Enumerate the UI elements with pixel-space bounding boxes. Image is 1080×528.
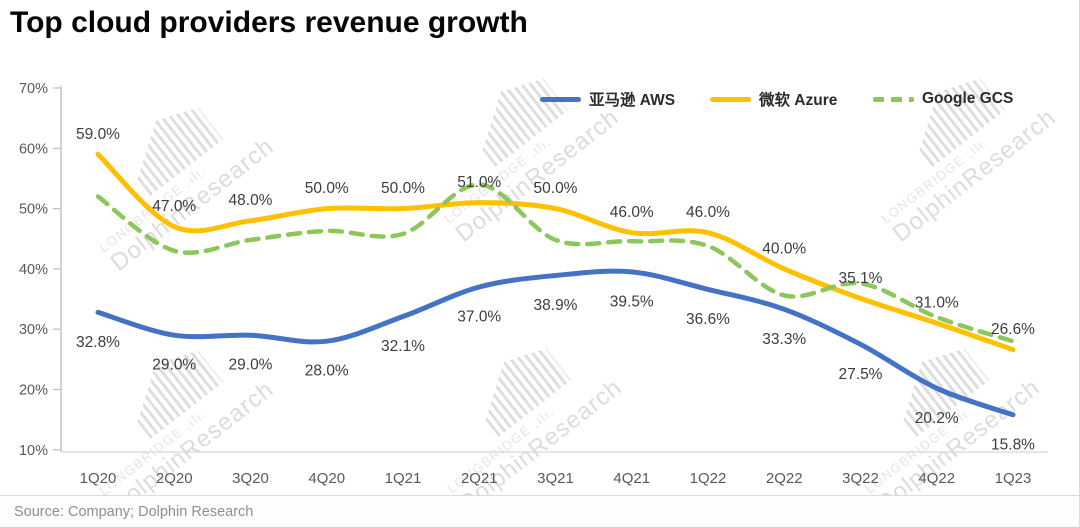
data-label-azure: 35.1%	[839, 270, 883, 287]
y-tick-label: 20%	[19, 382, 48, 398]
legend-label-azure: 微软 Azure	[759, 92, 838, 109]
data-label-azure: 40.0%	[762, 240, 806, 257]
x-tick-label: 1Q21	[385, 470, 422, 487]
source-text: Source: Company; Dolphin Research	[14, 503, 254, 520]
data-label-azure: 47.0%	[152, 198, 196, 215]
data-label-azure: 51.0%	[457, 174, 501, 191]
chart-title: Top cloud providers revenue growth	[10, 6, 528, 39]
legend-item-gcs: Google GCS	[873, 86, 1013, 112]
x-tick-label: 3Q22	[842, 470, 879, 487]
x-tick-label: 3Q20	[232, 470, 269, 487]
source-bar: Source: Company; Dolphin Research	[0, 495, 1079, 527]
y-tick-label: 70%	[19, 81, 48, 97]
data-label-aws: 33.3%	[762, 331, 806, 348]
x-tick-label: 4Q21	[613, 470, 650, 487]
legend-label-aws: 亚马逊 AWS	[589, 92, 676, 109]
legend: 亚马逊 AWS 微软 Azure Google GCS	[0, 86, 1079, 112]
series-line-azure	[95, 151, 1016, 353]
data-label-azure: 48.0%	[229, 192, 273, 209]
data-label-aws: 15.8%	[991, 436, 1035, 453]
legend-swatch-azure	[710, 96, 751, 102]
data-label-aws: 36.6%	[686, 311, 730, 328]
series-line-gcs	[95, 182, 1016, 344]
data-label-aws: 29.0%	[152, 357, 196, 374]
data-label-azure: 50.0%	[534, 180, 578, 197]
x-tick-label: 1Q22	[690, 470, 727, 487]
x-tick-label: 1Q20	[80, 470, 117, 487]
data-label-aws: 29.0%	[229, 357, 273, 374]
legend-swatch-aws	[540, 96, 581, 102]
legend-item-aws: 亚马逊 AWS	[540, 86, 675, 112]
y-tick-label: 60%	[19, 141, 48, 157]
x-tick-label: 2Q20	[156, 470, 193, 487]
data-label-azure: 50.0%	[381, 180, 425, 197]
y-tick-label: 40%	[19, 262, 48, 278]
x-tick-label: 1Q23	[995, 470, 1032, 487]
y-tick-label: 50%	[19, 202, 48, 218]
data-label-aws: 38.9%	[534, 297, 578, 314]
data-label-aws: 32.8%	[76, 334, 120, 351]
data-label-azure: 46.0%	[686, 204, 730, 221]
data-label-aws: 32.1%	[381, 338, 425, 355]
x-tick-label: 4Q22	[918, 470, 955, 487]
data-label-azure: 31.0%	[915, 295, 959, 312]
data-label-azure: 46.0%	[610, 204, 654, 221]
data-label-aws: 20.2%	[915, 410, 959, 427]
data-label-aws: 28.0%	[305, 363, 349, 380]
x-tick-label: 2Q22	[766, 470, 803, 487]
data-label-azure: 59.0%	[76, 126, 120, 143]
data-label-azure: 26.6%	[991, 321, 1035, 338]
y-tick-label: 10%	[19, 443, 48, 459]
legend-swatch-gcs	[873, 96, 914, 102]
legend-item-azure: 微软 Azure	[710, 86, 837, 112]
series-line-aws	[95, 268, 1016, 418]
data-label-aws: 27.5%	[839, 366, 883, 383]
data-label-azure: 50.0%	[305, 180, 349, 197]
data-label-aws: 39.5%	[610, 293, 654, 310]
y-tick-label: 30%	[19, 322, 48, 338]
x-tick-label: 4Q20	[308, 470, 345, 487]
x-tick-label: 3Q21	[537, 470, 574, 487]
legend-label-gcs: Google GCS	[922, 90, 1014, 107]
data-label-aws: 37.0%	[457, 308, 501, 325]
x-tick-label: 2Q21	[461, 470, 498, 487]
